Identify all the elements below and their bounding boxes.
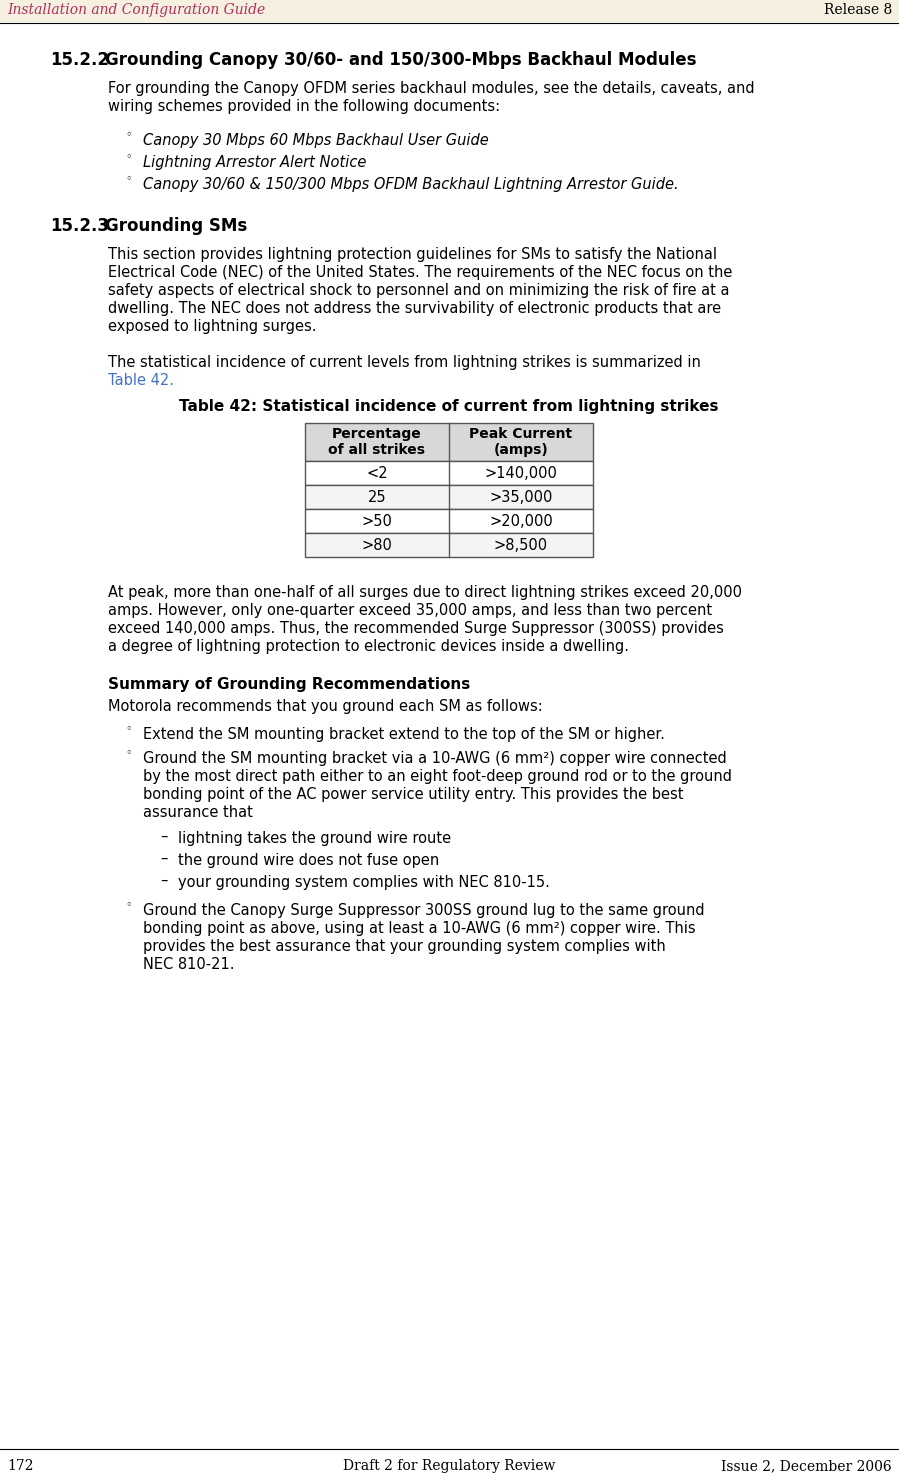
FancyBboxPatch shape [305,533,593,557]
Text: ◦: ◦ [125,130,131,141]
Text: >8,500: >8,500 [494,538,548,552]
Text: exceed 140,000 amps. Thus, the recommended Surge Suppressor (300SS) provides: exceed 140,000 amps. Thus, the recommend… [108,621,724,635]
Text: by the most direct path either to an eight foot-deep ground rod or to the ground: by the most direct path either to an eig… [143,769,732,783]
Text: >20,000: >20,000 [489,514,553,529]
Text: For grounding the Canopy OFDM series backhaul modules, see the details, caveats,: For grounding the Canopy OFDM series bac… [108,81,754,96]
FancyBboxPatch shape [305,461,593,484]
Text: a degree of lightning protection to electronic devices inside a dwelling.: a degree of lightning protection to elec… [108,638,629,655]
Text: Lightning Arrestor Alert Notice: Lightning Arrestor Alert Notice [143,156,367,170]
Text: >140,000: >140,000 [485,465,557,480]
Text: your grounding system complies with NEC 810-15.: your grounding system complies with NEC … [178,875,550,890]
Text: Summary of Grounding Recommendations: Summary of Grounding Recommendations [108,677,470,692]
Text: Electrical Code (NEC) of the United States. The requirements of the NEC focus on: Electrical Code (NEC) of the United Stat… [108,265,733,280]
Text: 25: 25 [368,490,387,505]
Text: 172: 172 [7,1459,33,1474]
Text: amps. However, only one-quarter exceed 35,000 amps, and less than two percent: amps. However, only one-quarter exceed 3… [108,603,712,618]
Text: Release 8: Release 8 [823,3,892,16]
Text: assurance that: assurance that [143,806,253,820]
Text: Grounding SMs: Grounding SMs [105,218,247,235]
FancyBboxPatch shape [305,424,593,461]
Text: Table 42.: Table 42. [108,373,174,388]
Text: Grounding Canopy 30/60- and 150/300-Mbps Backhaul Modules: Grounding Canopy 30/60- and 150/300-Mbps… [105,50,697,70]
Text: the ground wire does not fuse open: the ground wire does not fuse open [178,853,440,868]
Text: ◦: ◦ [125,173,131,184]
Text: ◦: ◦ [125,724,131,735]
Text: –: – [160,872,167,889]
Text: Draft 2 for Regulatory Review: Draft 2 for Regulatory Review [343,1459,556,1474]
Text: dwelling. The NEC does not address the survivability of electronic products that: dwelling. The NEC does not address the s… [108,301,721,315]
Text: –: – [160,829,167,844]
FancyBboxPatch shape [0,0,899,22]
Text: ◦: ◦ [125,748,131,758]
Text: Peak Current
(amps): Peak Current (amps) [469,427,573,458]
Text: Table 42: Statistical incidence of current from lightning strikes: Table 42: Statistical incidence of curre… [179,398,718,415]
Text: Ground the Canopy Surge Suppressor 300SS ground lug to the same ground: Ground the Canopy Surge Suppressor 300SS… [143,903,705,918]
Text: Canopy 30/60 & 150/300 Mbps OFDM Backhaul Lightning Arrestor Guide.: Canopy 30/60 & 150/300 Mbps OFDM Backhau… [143,178,679,193]
Text: Ground the SM mounting bracket via a 10-AWG (6 mm²) copper wire connected: Ground the SM mounting bracket via a 10-… [143,751,726,766]
Text: >35,000: >35,000 [489,490,553,505]
Text: NEC 810-21.: NEC 810-21. [143,957,235,972]
Text: The statistical incidence of current levels from lightning strikes is summarized: The statistical incidence of current lev… [108,355,701,370]
Text: Canopy 30 Mbps 60 Mbps Backhaul User Guide: Canopy 30 Mbps 60 Mbps Backhaul User Gui… [143,133,489,148]
Text: bonding point of the AC power service utility entry. This provides the best: bonding point of the AC power service ut… [143,786,683,803]
Text: 15.2.3: 15.2.3 [50,218,109,235]
Text: wiring schemes provided in the following documents:: wiring schemes provided in the following… [108,99,500,114]
Text: <2: <2 [366,465,387,480]
Text: Motorola recommends that you ground each SM as follows:: Motorola recommends that you ground each… [108,699,543,714]
FancyBboxPatch shape [305,509,593,533]
Text: provides the best assurance that your grounding system complies with: provides the best assurance that your gr… [143,939,666,954]
Text: lightning takes the ground wire route: lightning takes the ground wire route [178,831,451,846]
Text: >50: >50 [361,514,393,529]
Text: –: – [160,852,167,866]
Text: Installation and Configuration Guide: Installation and Configuration Guide [7,3,265,16]
Text: safety aspects of electrical shock to personnel and on minimizing the risk of fi: safety aspects of electrical shock to pe… [108,283,729,298]
Text: 15.2.2: 15.2.2 [50,50,109,70]
Text: ◦: ◦ [125,153,131,161]
Text: Extend the SM mounting bracket extend to the top of the SM or higher.: Extend the SM mounting bracket extend to… [143,727,665,742]
Text: bonding point as above, using at least a 10-AWG (6 mm²) copper wire. This: bonding point as above, using at least a… [143,921,696,936]
Text: exposed to lightning surges.: exposed to lightning surges. [108,318,316,335]
FancyBboxPatch shape [305,484,593,509]
Text: >80: >80 [361,538,393,552]
Text: ◦: ◦ [125,900,131,909]
Text: This section provides lightning protection guidelines for SMs to satisfy the Nat: This section provides lightning protecti… [108,247,717,262]
Text: At peak, more than one-half of all surges due to direct lightning strikes exceed: At peak, more than one-half of all surge… [108,585,742,600]
Text: Issue 2, December 2006: Issue 2, December 2006 [721,1459,892,1474]
Text: Percentage
of all strikes: Percentage of all strikes [328,427,425,458]
